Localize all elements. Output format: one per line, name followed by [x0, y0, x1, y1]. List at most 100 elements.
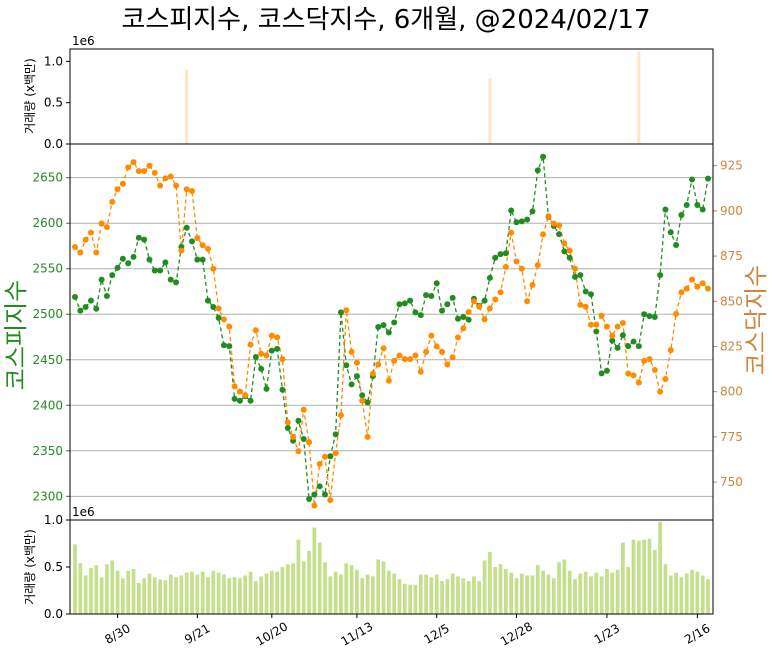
bottom-volume-bar: [339, 574, 343, 614]
top-volume-bar: [488, 77, 492, 144]
bottom-volume-bar: [110, 560, 115, 614]
kospi-point: [332, 431, 339, 438]
kospi-point: [375, 323, 382, 330]
bottom-volume-bar: [567, 570, 572, 614]
kospi-point: [274, 345, 281, 352]
kosdaq-point: [189, 188, 196, 194]
kospi-point: [263, 385, 270, 392]
kosdaq-point: [146, 162, 153, 169]
kosdaq-point: [423, 348, 430, 355]
kosdaq-point: [497, 289, 504, 296]
kosdaq-point: [518, 265, 525, 272]
kospi-point: [412, 309, 419, 316]
kospi-point: [316, 483, 323, 490]
kospi-point: [359, 392, 366, 399]
kosdaq-point: [550, 220, 557, 227]
kosdaq-point: [598, 312, 605, 319]
kosdaq-point: [641, 357, 648, 364]
bottom-volume-bar: [525, 575, 530, 614]
kosdaq-point: [247, 341, 254, 348]
kospi-point: [625, 343, 632, 350]
bottom-volume-bar: [136, 582, 141, 614]
bottom-volume-bar: [514, 578, 519, 614]
bottom-volume-bar: [344, 563, 349, 614]
kospi-point: [401, 300, 408, 307]
kospi-point: [189, 238, 196, 245]
bottom-volume-bar: [333, 571, 338, 614]
bottom-volume-bar: [562, 559, 567, 614]
bottom-volume-bar: [115, 570, 120, 614]
kosdaq-point: [375, 361, 382, 368]
kosdaq-point: [593, 321, 600, 328]
bottom-volume-bar: [647, 538, 652, 614]
kospi-point: [135, 234, 142, 241]
top-volume-bar: [185, 69, 189, 144]
kosdaq-point: [513, 258, 520, 265]
kospi-point: [348, 381, 355, 388]
kosdaq-point: [226, 323, 233, 330]
kosdaq-point: [486, 305, 493, 312]
kosdaq-point: [87, 229, 94, 236]
top-ytick-label: 1.0: [44, 54, 63, 68]
kospi-point: [183, 224, 190, 231]
kospi-ytick-label: 2650: [32, 171, 63, 185]
kosdaq-point: [380, 345, 387, 352]
kospi-point: [454, 315, 461, 322]
bottom-volume-bar: [296, 539, 301, 614]
kospi-point: [492, 254, 499, 261]
bottom-volume-bar: [317, 542, 322, 614]
bottom-volume-bar: [583, 571, 588, 614]
kosdaq-ytick-label: 825: [720, 339, 743, 353]
bottom-volume-panel: 0.0 0.5 1.0 8/30 9/21 10/20 11/13 12/5 12/28 1/2…: [23, 505, 714, 649]
kosdaq-point: [125, 164, 132, 171]
kospi-point: [151, 267, 158, 274]
kospi-point: [529, 208, 536, 215]
kosdaq-point: [258, 350, 265, 357]
kosdaq-point: [194, 235, 201, 241]
kospi-point: [486, 274, 493, 281]
xtick-label: 9/21: [182, 621, 212, 647]
kospi-point: [635, 343, 642, 350]
kospi-axis-label: 코스피지수: [2, 280, 30, 390]
kospi-point: [651, 313, 658, 320]
kosdaq-ytick-label: 875: [720, 249, 743, 263]
bottom-volume-bar: [328, 576, 333, 614]
bottom-volume-bar: [142, 578, 147, 614]
bottom-volume-bar: [663, 564, 668, 614]
x-axis-ticks: 8/30 9/21 10/20 11/13 12/5 12/28 1/23 2/16: [102, 614, 713, 649]
bottom-volume-bar: [179, 575, 184, 614]
kosdaq-point: [609, 332, 616, 339]
kospi-point: [220, 342, 227, 349]
bottom-volume-bar: [482, 560, 487, 614]
bottom-volume-bars: [73, 521, 710, 614]
kospi-point: [385, 329, 392, 336]
kosdaq-point: [353, 359, 360, 366]
kospi-point: [582, 288, 589, 295]
bottom-volume-bar: [589, 576, 593, 614]
bottom-volume-bar: [424, 574, 428, 614]
bottom-volume-bar: [121, 578, 125, 614]
kosdaq-point: [295, 448, 302, 455]
bottom-ytick-label: 0.0: [44, 607, 63, 621]
kosdaq-point: [119, 180, 126, 187]
kosdaq-point: [603, 323, 610, 330]
kospi-line: [74, 156, 709, 501]
kosdaq-point: [667, 347, 674, 354]
bottom-volume-bar: [147, 573, 152, 614]
bottom-volume-bar: [706, 579, 710, 614]
kospi-point: [72, 293, 78, 300]
kosdaq-point: [103, 224, 110, 231]
kospi-point: [391, 319, 398, 326]
bottom-volume-bar: [700, 575, 705, 614]
bottom-volume-bar: [621, 542, 625, 614]
kospi-point: [667, 229, 674, 236]
bottom-ytick-label: 1.0: [44, 513, 63, 527]
kospi-point: [603, 367, 610, 374]
bottom-volume-bar: [535, 565, 540, 614]
kospi-point: [433, 280, 440, 287]
kosdaq-point: [444, 361, 451, 368]
kospi-point: [705, 175, 711, 182]
kosdaq-point: [705, 285, 711, 292]
bottom-volume-bar: [472, 576, 476, 614]
